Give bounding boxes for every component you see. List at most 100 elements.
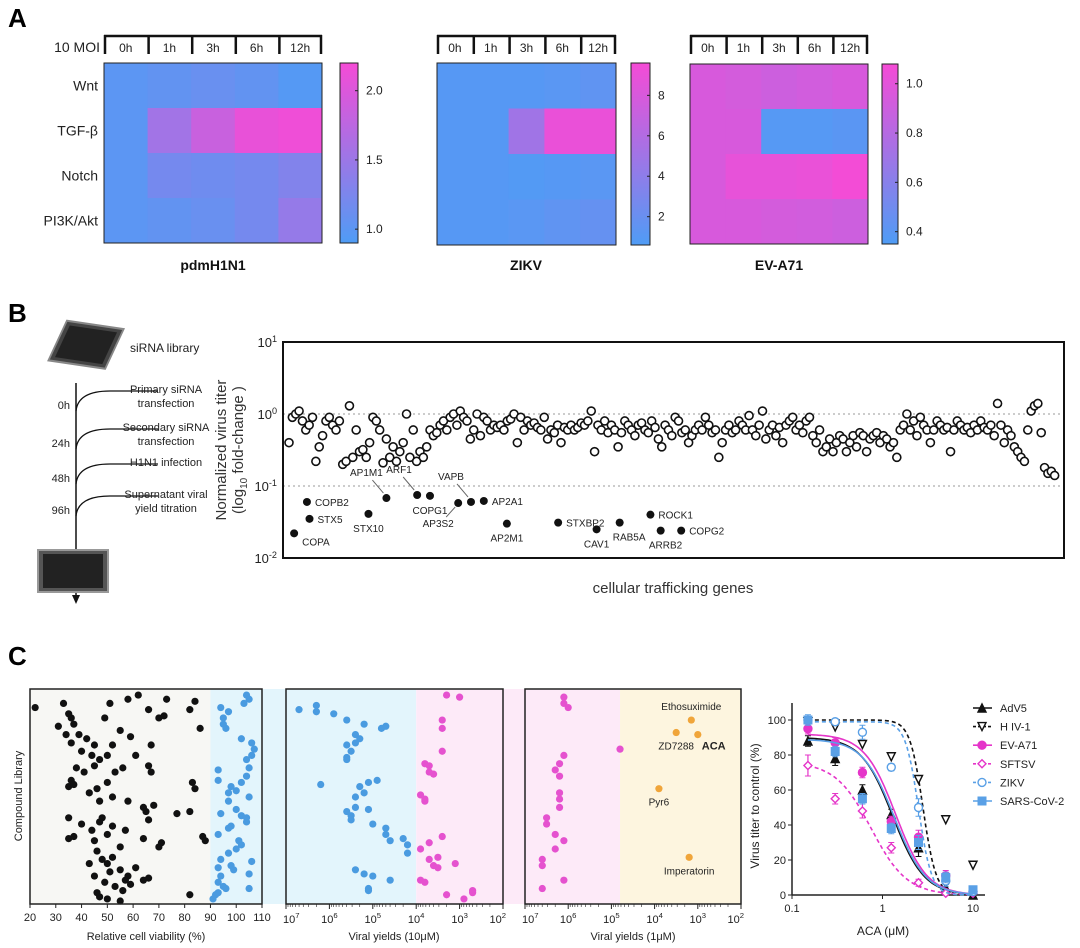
b-ylabel-line1: Normalized virus titer xyxy=(213,380,230,521)
gene-point xyxy=(992,398,1003,409)
heatmap-cell xyxy=(234,153,279,199)
compound-point xyxy=(460,895,468,903)
y-tick-label: 100 xyxy=(257,406,277,422)
compound-point xyxy=(142,807,150,816)
compound-point xyxy=(119,887,127,895)
x-tick-label: 105 xyxy=(365,911,382,926)
compound-label: Imperatorin xyxy=(664,866,715,877)
compound-point xyxy=(227,783,235,791)
gene-point xyxy=(405,452,415,463)
y-tick-label: 60 xyxy=(774,785,786,797)
legend-marker xyxy=(977,740,987,750)
heatmap-cell xyxy=(796,199,833,245)
x-tick-label: 30 xyxy=(50,912,62,924)
hit-point xyxy=(677,526,686,535)
gene-point xyxy=(589,446,600,457)
gene-point xyxy=(294,406,304,416)
gene-point xyxy=(331,425,341,435)
gene-point xyxy=(583,416,593,426)
compound-point xyxy=(72,764,80,772)
hit-label: STX10 xyxy=(353,524,384,535)
compound-point xyxy=(108,822,117,830)
data-point xyxy=(857,727,868,737)
heatmap-cell xyxy=(234,198,279,244)
leader-line xyxy=(445,506,456,518)
x-tick-label: 20 xyxy=(24,912,36,924)
hit-point xyxy=(290,529,299,538)
compound-point xyxy=(191,697,199,705)
heatmap-cell xyxy=(437,63,474,109)
y-tick-label: 0 xyxy=(780,890,786,902)
gene-point xyxy=(599,416,610,426)
heatmap-cell xyxy=(832,109,869,155)
hit-label: VAPB xyxy=(438,472,464,483)
colorbar xyxy=(339,62,359,244)
compound-point xyxy=(214,889,222,897)
x-tick-label: 107 xyxy=(522,911,539,926)
y-tick-label: 10-1 xyxy=(254,478,277,494)
compound-point xyxy=(295,706,303,714)
compound-point xyxy=(343,741,351,749)
colorbar-tick-label: 2 xyxy=(658,210,665,224)
compound-point xyxy=(93,785,101,793)
region-low xyxy=(286,689,417,904)
x-tick-label: 10 xyxy=(967,903,979,915)
colorbar-tick-label: 0.4 xyxy=(906,225,923,239)
gene-point xyxy=(311,456,321,467)
compound-point xyxy=(438,724,446,732)
compound-point xyxy=(250,745,258,753)
gene-point xyxy=(1022,425,1033,435)
column-label: 12h xyxy=(290,41,310,55)
gene-point xyxy=(794,420,805,430)
compound-point xyxy=(173,810,181,818)
c1-xlabel: Relative cell viability (%) xyxy=(87,931,206,943)
gene-point xyxy=(717,437,727,448)
compound-point xyxy=(150,801,158,809)
heatmap-cell xyxy=(508,199,545,246)
gene-point xyxy=(358,444,368,455)
gene-point xyxy=(757,406,768,416)
heatmap-cell xyxy=(544,154,581,200)
x-tick-label: 50 xyxy=(101,912,113,924)
gene-point xyxy=(804,412,815,423)
panel-label-b: B xyxy=(8,298,27,328)
colorbar-tick-label: 1.0 xyxy=(906,77,923,91)
compound-point xyxy=(217,855,225,864)
gene-point xyxy=(925,437,936,448)
gene-point xyxy=(861,446,872,457)
hit-label: AP1M1 xyxy=(350,468,383,479)
compound-point xyxy=(538,862,546,870)
hit-label: COPG1 xyxy=(412,506,447,517)
compound-point xyxy=(224,708,233,716)
hit-point xyxy=(305,514,314,523)
column-label: 3h xyxy=(206,41,219,55)
heatmap-cell xyxy=(761,199,798,245)
x-tick-label: 104 xyxy=(646,911,663,926)
gene-point xyxy=(452,420,462,430)
legend-marker xyxy=(976,721,988,733)
compound-point xyxy=(217,872,225,880)
heatmap-cell xyxy=(725,109,762,155)
compound-point xyxy=(232,845,240,853)
compound-point xyxy=(119,764,127,772)
compound-point xyxy=(214,776,222,784)
data-point xyxy=(857,806,868,816)
compound-point xyxy=(214,766,222,774)
hit-point xyxy=(364,509,373,518)
compound-point xyxy=(147,741,155,749)
data-point xyxy=(941,873,951,882)
heatmap-cell xyxy=(580,154,617,200)
gene-point xyxy=(771,430,781,441)
compound-point xyxy=(88,826,96,834)
x-tick-label: 106 xyxy=(560,911,577,926)
heatmap-cell xyxy=(690,154,727,200)
compound-point xyxy=(134,691,142,699)
data-point xyxy=(886,752,897,763)
hit-label: STX5 xyxy=(318,515,343,526)
gene-point xyxy=(754,420,764,430)
hit-label: ARRB2 xyxy=(649,541,683,552)
heatmap-cell xyxy=(796,64,833,110)
y-tick-label: 10-2 xyxy=(254,550,277,566)
step-label: Primary siRNA xyxy=(130,384,203,396)
compound-point xyxy=(369,872,377,880)
